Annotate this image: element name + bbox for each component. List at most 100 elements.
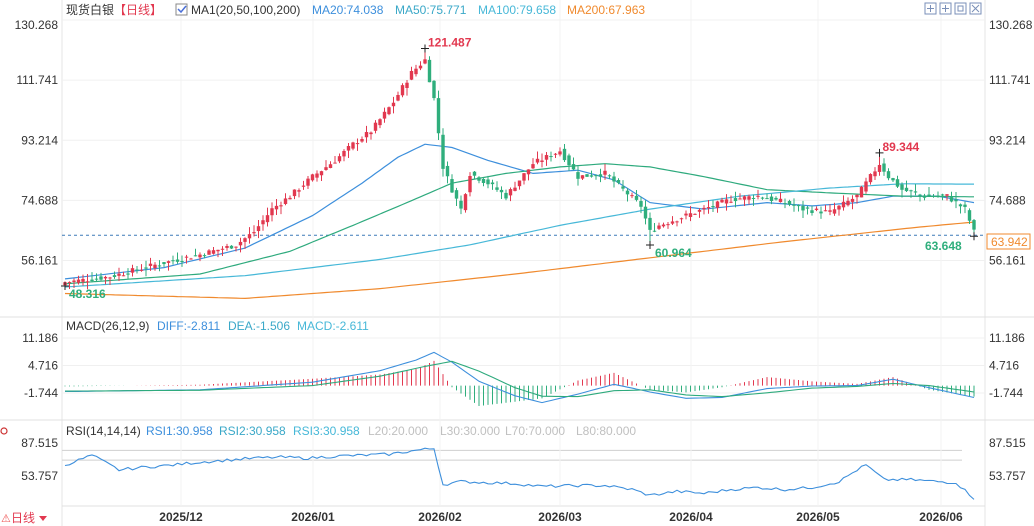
candle-body <box>171 260 175 262</box>
annotation-marker <box>970 232 978 241</box>
candle-body <box>193 255 198 257</box>
candle-body <box>841 201 846 208</box>
candle-body <box>612 176 616 182</box>
candle-body <box>778 198 783 203</box>
candle-body <box>630 195 634 197</box>
instrument-title: 现货白银 <box>66 2 114 17</box>
ma50-line <box>64 163 974 285</box>
current-price-tag: 63.942 <box>986 233 1031 250</box>
candle-body <box>657 225 661 229</box>
annotation-marker <box>646 240 654 249</box>
candle-body <box>684 213 688 216</box>
y-tick-right: 56.161 <box>989 254 1026 268</box>
annotation-marker <box>61 282 69 290</box>
macd-histogram <box>64 360 975 406</box>
candle-body <box>252 232 256 234</box>
candle-body <box>139 269 144 271</box>
x-tick-label: 2026/01 <box>291 510 335 524</box>
candle-body <box>342 150 346 157</box>
y-tick-left: 56.161 <box>21 254 58 268</box>
candle-body <box>67 281 72 283</box>
candle-body <box>364 132 369 138</box>
candle-body <box>846 200 850 206</box>
rsi-header: RSI(14,14,14) RSI1:30.958 RSI2:30.958 RS… <box>66 424 636 438</box>
candle-body <box>274 205 279 210</box>
y-tick-right: 130.268 <box>989 18 1033 32</box>
candle-body <box>522 173 526 181</box>
candle-body <box>175 259 180 262</box>
rsi-y-tick-right: 87.515 <box>989 436 1026 450</box>
candle-body <box>202 255 207 257</box>
candle-body <box>396 95 400 101</box>
candle-body <box>144 267 148 269</box>
candle-body <box>391 102 396 107</box>
y-tick-left: 93.214 <box>21 133 58 147</box>
macd-diff-value: DIFF:-2.811 <box>157 319 220 333</box>
candle-body <box>148 263 153 266</box>
candle-body <box>634 195 639 200</box>
y-tick-left: 111.741 <box>16 73 58 87</box>
candle-body <box>805 207 810 209</box>
rsi3-value: RSI3:30.958 <box>293 424 360 438</box>
candle-body <box>459 200 463 209</box>
candle-body <box>729 201 733 203</box>
candle-body <box>405 82 409 88</box>
candle-body <box>922 195 927 198</box>
macd-y-tick-right: 4.716 <box>989 359 1019 373</box>
candle-body <box>306 178 310 186</box>
candle-body <box>292 189 297 197</box>
candle-body <box>886 171 891 179</box>
macd-macd-value: MACD:-2.611 <box>297 319 369 333</box>
candle-body <box>567 155 571 166</box>
fullscreen-icon[interactable] <box>924 2 937 15</box>
candle-body <box>787 200 792 205</box>
candle-body <box>859 186 864 198</box>
rsi-label: RSI(14,14,14) <box>66 424 141 438</box>
candle-body <box>693 213 697 215</box>
candle-body <box>436 98 441 134</box>
candle-body <box>81 278 85 282</box>
candle-body <box>211 250 216 254</box>
candle-body <box>243 238 247 242</box>
candle-body <box>382 111 387 119</box>
candle-body <box>441 134 445 169</box>
candle-body <box>99 276 103 280</box>
candle-body <box>513 187 517 191</box>
candle-body <box>819 211 823 214</box>
candle-body <box>126 273 130 275</box>
candle-body <box>445 165 450 177</box>
candle-body <box>949 197 954 202</box>
candle-body <box>940 194 945 196</box>
crosshair-icon[interactable] <box>939 2 952 15</box>
candle-body <box>918 194 922 196</box>
candle-body <box>504 192 508 199</box>
candle-body <box>697 209 702 212</box>
annotation-label: 121.487 <box>428 36 472 50</box>
y-tick-right: 93.214 <box>989 133 1026 147</box>
candle-body <box>589 175 594 177</box>
candle-body <box>90 279 94 282</box>
candle-body <box>882 163 886 172</box>
candle-body <box>855 194 859 198</box>
restore-icon[interactable] <box>954 2 967 15</box>
annotation-marker <box>875 148 884 157</box>
footer-period-toggle[interactable]: ⚠ 日线 <box>1 511 47 525</box>
macd-label: MACD(26,12,9) <box>66 319 149 333</box>
candle-body <box>972 220 976 230</box>
close-icon[interactable] <box>969 2 982 15</box>
candle-body <box>895 179 900 187</box>
candle-body <box>414 68 418 75</box>
ma-toggle-checkbox[interactable] <box>175 3 188 16</box>
settings-icon[interactable] <box>0 427 8 435</box>
candle-body <box>162 262 166 265</box>
candle-body <box>900 184 904 190</box>
y-tick-left: 130.268 <box>15 18 59 32</box>
candle-body <box>85 281 90 283</box>
candle-body <box>481 178 486 183</box>
candle-body <box>625 190 630 195</box>
period-label[interactable]: 【日线】 <box>114 3 162 17</box>
candle-body <box>616 180 621 183</box>
macd-dea-line <box>65 360 975 398</box>
x-tick-label: 2026/03 <box>538 510 582 524</box>
